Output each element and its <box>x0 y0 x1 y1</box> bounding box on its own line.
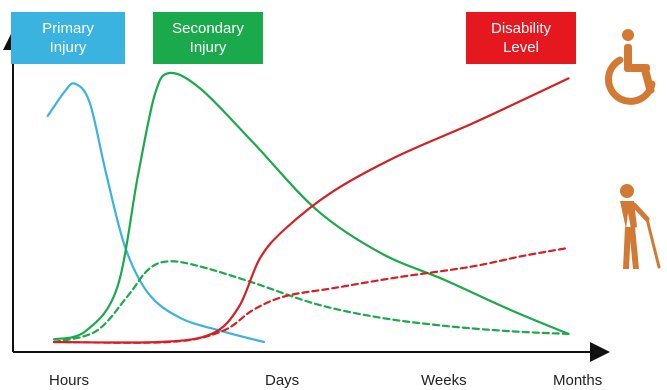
series-line-disability-level-dashed <box>52 246 570 344</box>
series-line-secondary-injury <box>52 71 570 341</box>
legend-primary-injury: Primary Injury <box>11 12 125 64</box>
wheelchair-icon <box>605 29 656 105</box>
x-tick-days: Days <box>265 372 300 389</box>
x-tick-weeks: Weeks <box>421 372 467 389</box>
series-line-primary-injury <box>46 82 266 344</box>
series-line-secondary-injury-dashed <box>52 260 570 344</box>
x-tick-months: Months <box>553 372 603 389</box>
x-tick-hours: Hours <box>49 372 90 389</box>
legend-secondary-injury: Secondary Injury <box>153 12 263 64</box>
walking-cane-person-icon <box>620 184 661 269</box>
legend-disability-level: Disability Level <box>466 12 576 64</box>
series-layer <box>46 71 570 344</box>
